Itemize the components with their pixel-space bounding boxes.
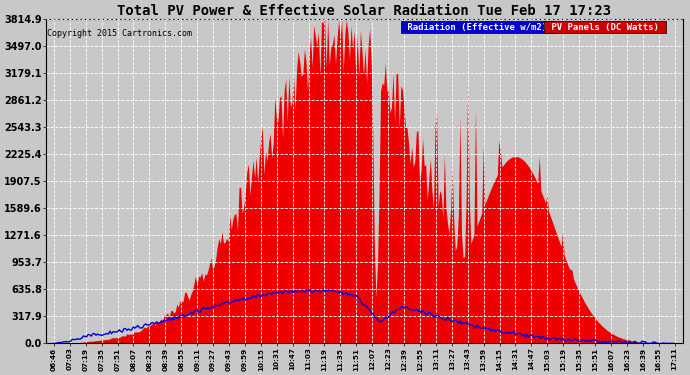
Text: Radiation (Effective w/m2): Radiation (Effective w/m2) <box>402 22 553 32</box>
Text: PV Panels (DC Watts): PV Panels (DC Watts) <box>546 22 664 32</box>
Title: Total PV Power & Effective Solar Radiation Tue Feb 17 17:23: Total PV Power & Effective Solar Radiati… <box>117 4 611 18</box>
Text: Copyright 2015 Cartronics.com: Copyright 2015 Cartronics.com <box>47 29 193 38</box>
